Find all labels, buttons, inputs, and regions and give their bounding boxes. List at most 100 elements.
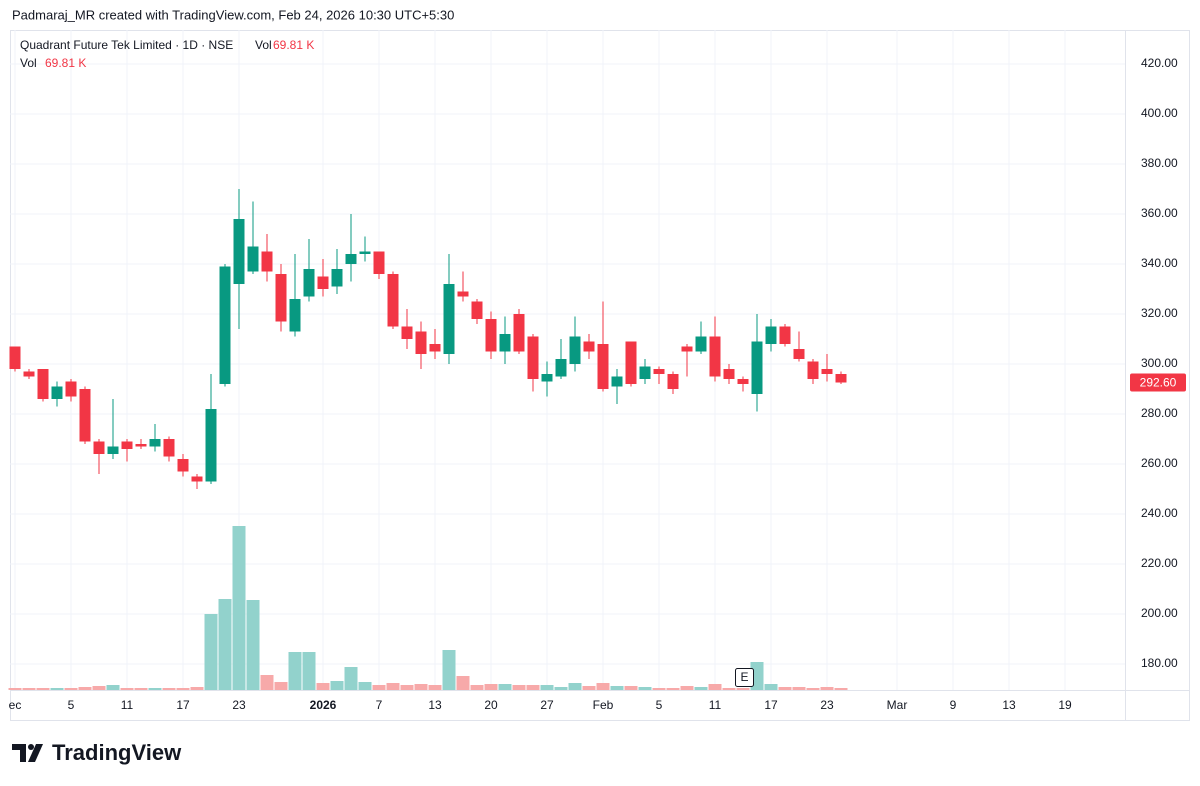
earnings-marker[interactable]: E	[740, 670, 748, 684]
candle-body	[737, 379, 749, 384]
volume-bar	[582, 686, 596, 690]
brand-logo	[12, 744, 43, 762]
candle-body	[625, 341, 637, 384]
candle-body	[639, 366, 651, 379]
candle-body	[485, 319, 497, 352]
volume-bar	[540, 685, 554, 690]
volume-bar	[736, 688, 750, 690]
marks	[8, 189, 848, 690]
volume-bar	[302, 652, 316, 690]
candle-body	[303, 269, 315, 297]
candle-body	[163, 439, 175, 457]
candle-body	[289, 299, 301, 332]
volume-legend-value: 69.81 K	[273, 38, 314, 52]
grid	[10, 30, 1125, 690]
volume-bar	[246, 600, 260, 690]
volume-bar	[36, 688, 50, 690]
candle-body	[373, 251, 385, 274]
credit: Padmaraj_MR created with TradingView.com…	[12, 7, 454, 22]
x-tick-label: ec	[9, 698, 22, 712]
volume-bar	[666, 688, 680, 690]
y-tick-label: 240.00	[1141, 506, 1178, 520]
x-tick-label: 11	[121, 698, 134, 712]
x-tick-label: 19	[1058, 698, 1072, 712]
x-tick-label: 23	[820, 698, 834, 712]
volume-bar	[386, 683, 400, 690]
volume-bar	[400, 685, 414, 690]
volume-bar	[134, 688, 148, 690]
candle-body	[457, 291, 469, 297]
candle-body	[583, 341, 595, 352]
volume-bar	[428, 685, 442, 690]
candle-body	[765, 326, 777, 344]
candle-body	[191, 476, 203, 482]
volume-bar	[456, 676, 470, 690]
chart-title: Quadrant Future Tek Limited · 1D · NSE	[20, 38, 233, 52]
candle-body	[499, 334, 511, 352]
candle-body	[751, 341, 763, 394]
volume-bar	[260, 675, 274, 690]
y-tick-label: 340.00	[1141, 256, 1178, 270]
candle-body	[37, 369, 49, 399]
volume-bar	[288, 652, 302, 690]
candle-body	[513, 314, 525, 352]
candle-body	[611, 376, 623, 387]
candle-body	[597, 344, 609, 389]
candle-body	[93, 441, 105, 454]
volume-bar	[722, 688, 736, 690]
volume-bar	[106, 685, 120, 690]
volume-bar	[218, 599, 232, 690]
y-tick-label: 300.00	[1141, 356, 1178, 370]
y-tick-label: 360.00	[1141, 206, 1178, 220]
candle-body	[569, 336, 581, 364]
candle-body	[807, 361, 819, 379]
candle-body	[835, 374, 847, 383]
y-tick-label: 400.00	[1141, 106, 1178, 120]
candle-body	[709, 336, 721, 377]
y-tick-label: 420.00	[1141, 56, 1178, 70]
volume-bar	[820, 687, 834, 690]
volume-bar	[64, 688, 78, 690]
candle-body	[541, 374, 553, 382]
x-tick-label: 17	[176, 698, 190, 712]
earnings-marker-box[interactable]	[735, 668, 754, 687]
candle-body	[149, 439, 161, 447]
x-tick-label: 20	[484, 698, 498, 712]
candle-body	[247, 246, 259, 272]
candle-body	[23, 371, 35, 377]
candle-body	[219, 266, 231, 384]
labels: Quadrant Future Tek Limited · 1D · NSE V…	[9, 38, 1186, 712]
brand: TradingView	[52, 740, 182, 765]
volume-bar	[22, 688, 36, 690]
candle-body	[723, 369, 735, 379]
candle-body	[695, 336, 707, 352]
candle-body	[205, 409, 217, 482]
candle-body	[667, 374, 679, 389]
chart-frame	[10, 30, 1190, 721]
volume-bar	[316, 683, 330, 690]
volume-bar	[568, 683, 582, 690]
candle-body	[443, 284, 455, 354]
volume-bar	[526, 685, 540, 690]
volume-bar	[694, 687, 708, 690]
y-tick-label: 220.00	[1141, 556, 1178, 570]
candle-body	[317, 276, 329, 289]
volume-bar	[162, 688, 176, 690]
volume-bar	[806, 688, 820, 690]
candle-body	[275, 274, 287, 322]
candle-body	[79, 389, 91, 442]
last-price-label: 292.60	[1140, 376, 1177, 390]
volume-bar	[470, 685, 484, 690]
y-tick-label: 200.00	[1141, 606, 1178, 620]
candle-body	[401, 326, 413, 339]
candle-body	[261, 251, 273, 272]
volume-bar	[274, 682, 288, 690]
candle-body	[121, 441, 133, 449]
volume-legend-name: Vol	[20, 56, 37, 70]
candle-body	[681, 346, 693, 352]
candle-body	[177, 459, 189, 472]
volume-bar	[708, 684, 722, 690]
x-tick-label: 5	[68, 698, 75, 712]
candle-body	[9, 346, 21, 369]
